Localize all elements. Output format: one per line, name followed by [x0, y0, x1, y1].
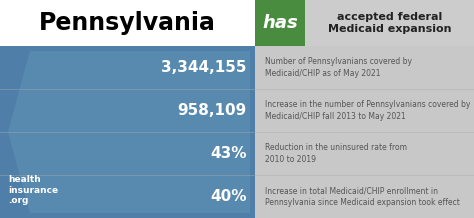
Bar — [0, 46, 255, 218]
Text: Increase in the number of Pennsylvanians covered by
Medicaid/CHIP fall 2013 to M: Increase in the number of Pennsylvanians… — [265, 100, 470, 121]
Text: Number of Pennsylvanians covered by
Medicaid/CHIP as of May 2021: Number of Pennsylvanians covered by Medi… — [265, 57, 412, 78]
Bar — [255, 0, 305, 46]
Text: Pennsylvania: Pennsylvania — [39, 11, 216, 35]
Bar — [255, 46, 474, 218]
Text: has: has — [262, 14, 298, 32]
Text: 958,109: 958,109 — [178, 103, 247, 118]
Polygon shape — [8, 51, 250, 213]
Bar — [255, 0, 474, 46]
Text: health
insurance
.org: health insurance .org — [8, 175, 58, 204]
Text: Reduction in the uninsured rate from
2010 to 2019: Reduction in the uninsured rate from 201… — [265, 143, 407, 164]
Bar — [0, 0, 255, 46]
Text: accepted federal
Medicaid expansion: accepted federal Medicaid expansion — [328, 12, 451, 34]
Text: 3,344,155: 3,344,155 — [162, 60, 247, 75]
Text: 43%: 43% — [210, 146, 247, 161]
Text: 40%: 40% — [210, 189, 247, 204]
Text: Increase in total Medicaid/CHIP enrollment in
Pennsylvania since Medicaid expans: Increase in total Medicaid/CHIP enrollme… — [265, 186, 460, 207]
